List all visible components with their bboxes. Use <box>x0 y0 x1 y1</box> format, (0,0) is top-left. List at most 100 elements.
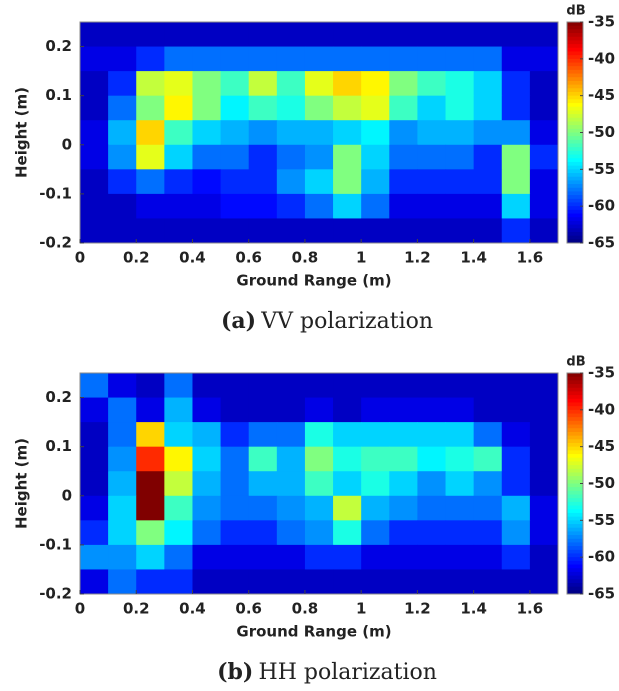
x-axis-title: Ground Range (m) <box>236 623 391 641</box>
heat-cell <box>220 169 250 195</box>
heat-cell <box>80 120 109 146</box>
colorbar-segment <box>567 125 583 130</box>
heat-cell <box>220 71 250 97</box>
heat-cell <box>333 193 362 219</box>
colorbar-segment <box>567 217 583 222</box>
heat-cell <box>473 373 503 399</box>
heat-cell <box>192 422 222 448</box>
heat-cell <box>389 71 418 97</box>
colorbar-tick-label: -60 <box>588 548 615 566</box>
colorbar-segment <box>567 546 583 551</box>
x-tick-label: 1.4 <box>460 600 487 618</box>
heat-cell <box>192 544 222 570</box>
heat-cell <box>445 22 475 48</box>
heat-cell <box>248 144 278 170</box>
heat-cell <box>389 169 418 195</box>
colorbar-segment <box>567 398 583 403</box>
heat-cell <box>276 446 306 472</box>
colorbar-segment <box>567 501 583 507</box>
colorbar-segment <box>567 472 583 477</box>
heat-cell <box>164 397 193 423</box>
heat-cell <box>333 520 362 546</box>
heat-cell <box>417 495 447 521</box>
heat-cell <box>304 218 334 244</box>
colorbar-segment <box>567 84 583 89</box>
heat-cell <box>333 120 362 146</box>
y-tick-label: 0.1 <box>45 86 72 104</box>
heat-cell <box>276 495 306 521</box>
heat-cell <box>220 95 250 121</box>
colorbar-segment <box>567 106 583 111</box>
heat-cell <box>108 520 137 546</box>
colorbar-tick-label: -45 <box>588 437 615 455</box>
x-tick-label: 1.6 <box>517 249 544 267</box>
heat-cell <box>108 471 137 497</box>
heat-cell <box>501 95 531 121</box>
heat-cell <box>361 569 390 595</box>
colorbar-segment <box>567 184 583 189</box>
heat-cell <box>220 495 250 521</box>
heat-cell <box>389 193 418 219</box>
heat-cell <box>361 422 390 448</box>
heat-cell <box>333 446 362 472</box>
colorbar-segment <box>567 373 583 378</box>
heat-cell <box>473 544 503 570</box>
heat-cell <box>248 95 278 121</box>
heat-cell <box>164 520 193 546</box>
x-tick-label: 0.2 <box>123 600 150 618</box>
x-tick-label: 0 <box>75 600 85 618</box>
heat-cell <box>389 95 418 121</box>
heat-cell <box>276 422 306 448</box>
heat-cell <box>276 71 306 97</box>
heat-cell <box>389 144 418 170</box>
colorbar-segment <box>567 442 583 448</box>
colorbar-segment <box>567 114 583 119</box>
heat-cell <box>108 569 137 595</box>
heat-cell <box>248 373 278 399</box>
x-tick-label: 1.2 <box>404 249 431 267</box>
colorbar-segment <box>567 117 583 122</box>
heat-cell <box>276 120 306 146</box>
colorbar-tick-label: -40 <box>588 400 615 418</box>
colorbar-segment <box>567 520 583 525</box>
heat-cell <box>304 569 334 595</box>
heat-cell <box>445 520 475 546</box>
heat-cell <box>108 120 137 146</box>
heat-cell <box>248 569 278 595</box>
colorbar-segment <box>567 439 583 444</box>
colorbar-segment <box>567 553 583 558</box>
heat-cell <box>276 544 306 570</box>
heat-cell <box>276 22 306 48</box>
colorbar-segment <box>567 220 583 226</box>
heat-cell <box>136 373 165 399</box>
colorbar-segment <box>567 494 583 499</box>
colorbar-segment <box>567 402 583 407</box>
heat-cell <box>80 569 109 595</box>
colorbar-segment <box>567 169 583 174</box>
colorbar-segment <box>567 531 583 536</box>
heat-cell <box>136 193 165 219</box>
colorbar-segment <box>567 195 583 200</box>
heat-cell <box>304 120 334 146</box>
heat-cell <box>473 520 503 546</box>
colorbar-segment <box>567 206 583 211</box>
heat-cell <box>389 218 418 244</box>
heat-cell <box>361 520 390 546</box>
heat-cell <box>80 193 109 219</box>
heat-cell <box>220 22 250 48</box>
heat-cell <box>220 544 250 570</box>
colorbar-segment <box>567 25 583 30</box>
heat-cell <box>164 22 193 48</box>
colorbar-segment <box>567 161 583 167</box>
heat-cell <box>529 569 559 595</box>
heat-cell <box>333 71 362 97</box>
heat-cell <box>445 169 475 195</box>
colorbar-segment <box>567 235 583 240</box>
colorbar-segment <box>567 413 583 418</box>
heat-cell <box>80 544 109 570</box>
colorbar-segment <box>567 132 583 137</box>
heat-cell <box>80 495 109 521</box>
heat-cell <box>220 471 250 497</box>
heat-cell <box>389 569 418 595</box>
heat-cell <box>473 495 503 521</box>
